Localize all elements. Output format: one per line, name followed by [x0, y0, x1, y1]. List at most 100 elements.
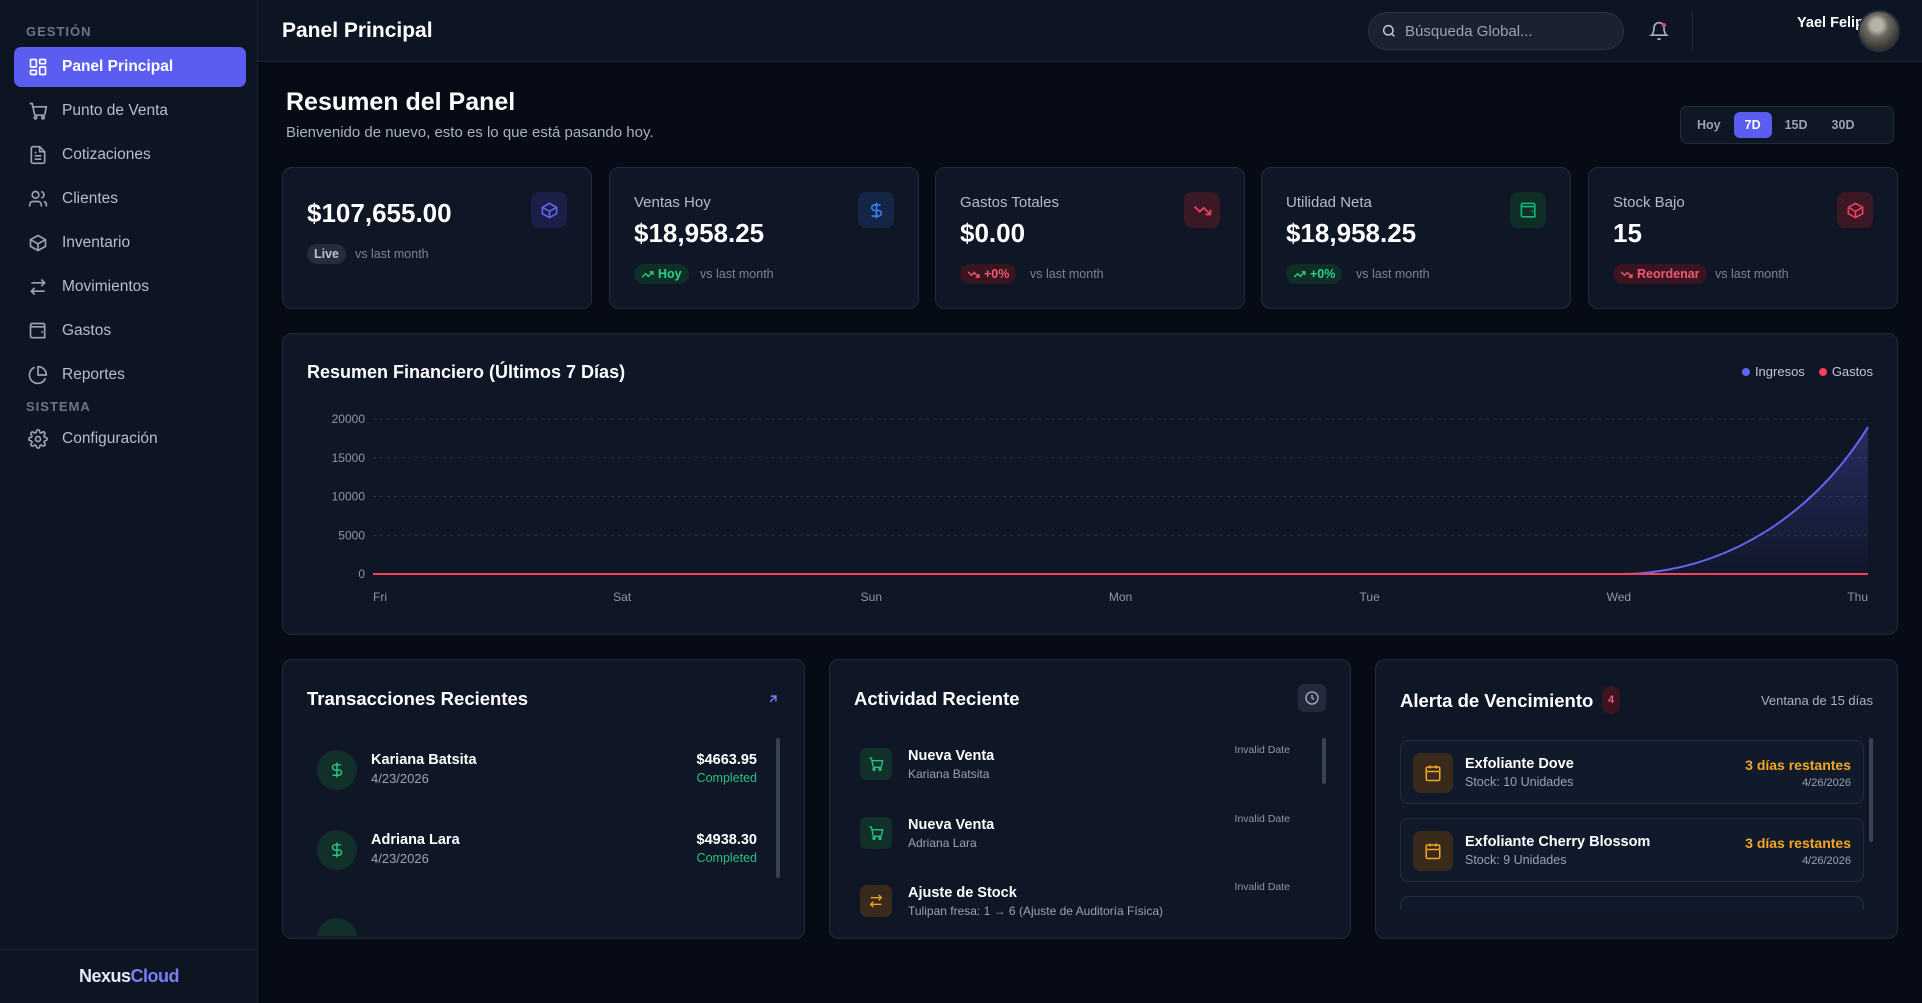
x-tick-label: Sun — [861, 590, 882, 604]
sidebar-item-panel-principal[interactable]: Panel Principal — [14, 47, 246, 87]
sidebar-item-punto-de-venta[interactable]: Punto de Venta — [14, 91, 246, 131]
scrollbar-thumb[interactable] — [1869, 738, 1873, 842]
section-label-sistema: SISTEMA — [26, 399, 91, 414]
scrollbar-thumb[interactable] — [1322, 738, 1326, 784]
y-tick-label: 10000 — [332, 490, 366, 504]
activity-row[interactable]: Ajuste de Stock Tulipan fresa: 1 → 6 (Aj… — [860, 879, 1320, 939]
chart-legend: Ingresos Gastos — [1741, 364, 1873, 379]
sidebar-item-inventario[interactable]: Inventario — [14, 223, 246, 263]
range-option-hoy[interactable]: Hoy — [1697, 118, 1721, 132]
expiry-product-name: Exfoliante Dove — [1465, 756, 1574, 772]
legend-item-gastos[interactable]: Gastos — [1818, 364, 1873, 379]
stat-label: Stock Bajo — [1613, 194, 1685, 211]
section-label-gestion: GESTIÓN — [26, 24, 92, 39]
sidebar-item-label: Movimientos — [62, 278, 149, 295]
stat-value: $18,958.25 — [1286, 218, 1417, 248]
dollar-icon — [331, 842, 343, 858]
panel-title: Actividad Reciente — [854, 688, 1020, 709]
recent-transactions-card: Transacciones Recientes Kariana Batsita … — [282, 659, 805, 939]
sidebar-item-movimientos[interactable]: Movimientos — [14, 267, 246, 307]
sidebar-item-reportes[interactable]: Reportes — [14, 355, 246, 395]
expiry-days-left: 3 días restantes — [1745, 835, 1851, 851]
expiry-stock: Stock: 9 Unidades — [1465, 853, 1567, 867]
cart-icon — [869, 826, 884, 840]
history-button[interactable] — [1298, 684, 1326, 712]
badge-text: Hoy — [658, 267, 682, 281]
transaction-row[interactable]: Adriana Lara 4/23/2026 $4938.30 Complete… — [317, 820, 757, 880]
dollar-icon — [870, 202, 882, 218]
external-link-icon[interactable] — [766, 692, 780, 706]
vs-text: vs last month — [355, 247, 429, 261]
sidebar-item-clientes[interactable]: Clientes — [14, 179, 246, 219]
trend-badge: +0% — [1286, 264, 1343, 284]
page-title: Resumen del Panel — [286, 88, 516, 116]
stat-value: $107,655.00 — [307, 198, 452, 228]
search-input[interactable] — [1405, 22, 1605, 40]
activity-icon-box — [860, 817, 892, 849]
brand-part-1: Nexus — [78, 966, 131, 986]
range-option-15d[interactable]: 15D — [1784, 118, 1808, 132]
vs-text: vs last month — [1715, 267, 1789, 281]
transaction-date: 4/23/2026 — [371, 851, 429, 866]
trend-down-icon — [1620, 270, 1633, 278]
expiry-product-name: Exfoliante Cherry Blossom — [1465, 834, 1651, 850]
cart-icon — [29, 102, 48, 120]
range-option-7d[interactable]: 7D — [1733, 112, 1772, 138]
activity-time: Invalid Date — [1234, 881, 1290, 893]
transaction-row-partial — [317, 910, 357, 936]
activity-row[interactable]: Nueva Venta Adriana Lara Invalid Date — [860, 811, 1320, 871]
sidebar-item-cotizaciones[interactable]: Cotizaciones — [14, 135, 246, 175]
activity-icon-box — [860, 885, 892, 917]
stat-card-ventas-hoy: Ventas Hoy $18,958.25 Hoy vs last month — [609, 167, 919, 309]
activity-name: Nueva Venta — [908, 817, 995, 833]
stat-card-total: $107,655.00 Live vs last month — [282, 167, 592, 309]
sidebar-item-label: Cotizaciones — [62, 146, 151, 163]
avatar[interactable] — [1858, 10, 1900, 52]
transaction-amount: $4663.95 — [696, 752, 757, 768]
trend-badge: +0% — [960, 264, 1017, 284]
chart-plot: 20000 15000 10000 5000 0 Fri Sat Sun Mon Tue Wed Th… — [332, 412, 1869, 604]
trend-up-icon — [1293, 270, 1306, 278]
expiry-item[interactable]: Exfoliante Dove Stock: 10 Unidades 3 día… — [1400, 740, 1864, 804]
stat-label: Utilidad Neta — [1286, 194, 1372, 211]
scrollbar-thumb[interactable] — [776, 738, 780, 878]
range-option-30d[interactable]: 30D — [1831, 118, 1855, 132]
transaction-name: Kariana Batsita — [371, 752, 477, 768]
transaction-row[interactable]: Kariana Batsita 4/23/2026 $4663.95 Compl… — [317, 740, 757, 800]
stat-icon-box — [1510, 192, 1546, 228]
y-tick-label: 5000 — [338, 528, 365, 542]
stat-card-utilidad-neta: Utilidad Neta $18,958.25 +0% vs last mon… — [1261, 167, 1571, 309]
expiry-count-badge: 4 — [1602, 686, 1620, 714]
sidebar-item-configuracion[interactable]: Configuración — [14, 419, 246, 459]
trend-badge: Reordenar — [1613, 264, 1707, 284]
stat-value: $18,958.25 — [634, 218, 765, 248]
activity-row[interactable]: Nueva Venta Kariana Batsita Invalid Date — [860, 742, 1320, 802]
expiry-alert-card: Alerta de Vencimiento 4 Ventana de 15 dí… — [1375, 659, 1898, 939]
expiry-stock: Stock: 10 Unidades — [1465, 775, 1574, 789]
expiry-icon-box — [1413, 753, 1453, 793]
y-tick-label: 0 — [358, 567, 365, 581]
x-tick-label: Fri — [373, 590, 387, 604]
legend-item-ingresos[interactable]: Ingresos — [1741, 364, 1805, 379]
user-name: Yael Felipe — [1797, 15, 1872, 31]
transaction-status: Completed — [696, 771, 757, 785]
activity-time: Invalid Date — [1234, 744, 1290, 756]
transaction-status: Completed — [696, 851, 757, 865]
calendar-icon — [1425, 765, 1441, 782]
expiry-icon-box — [1413, 831, 1453, 871]
global-search[interactable] — [1368, 12, 1624, 50]
gear-icon — [28, 429, 48, 449]
expiry-item[interactable]: Exfoliante Cherry Blossom Stock: 9 Unida… — [1400, 818, 1864, 882]
stat-value: $0.00 — [960, 218, 1026, 248]
stat-icon-box — [1837, 192, 1873, 228]
sidebar-item-gastos[interactable]: Gastos — [14, 311, 246, 351]
notification-bell-icon[interactable] — [1649, 21, 1669, 41]
transaction-date: 4/23/2026 — [371, 771, 429, 786]
series-line-ingresos — [373, 426, 1869, 575]
badge-text: +0% — [984, 267, 1010, 281]
recent-activity-card: Actividad Reciente Nueva Venta Kariana B… — [829, 659, 1351, 939]
stat-value: 15 — [1613, 218, 1642, 248]
stat-label: Gastos Totales — [960, 194, 1059, 211]
stat-label: Ventas Hoy — [634, 194, 711, 211]
box-alert-icon — [1847, 201, 1863, 219]
